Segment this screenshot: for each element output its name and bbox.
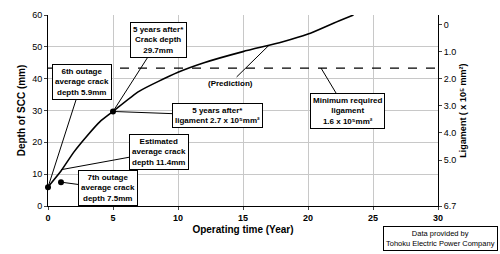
svg-text:40: 40 [32, 74, 42, 84]
svg-text:1.0: 1.0 [444, 47, 457, 57]
svg-text:10: 10 [173, 213, 183, 223]
svg-text:6th outageaverage crackdepth 5: 6th outageaverage crackdepth 5.9mm [55, 67, 109, 97]
svg-text:7th outageaverage crackdepth 7: 7th outageaverage crackdepth 7.5mm [81, 173, 135, 203]
svg-text:Data provided byTohoku Electri: Data provided byTohoku Electric Power Co… [386, 229, 495, 248]
svg-text:50: 50 [32, 42, 42, 52]
svg-text:30: 30 [433, 213, 443, 223]
svg-text:30: 30 [32, 106, 42, 116]
svg-text:2.0: 2.0 [444, 74, 457, 84]
svg-text:0: 0 [444, 20, 449, 30]
svg-text:5: 5 [110, 213, 115, 223]
svg-text:5 years after*Crack depth29.7m: 5 years after*Crack depth29.7mm [133, 25, 184, 55]
svg-text:3.0: 3.0 [444, 101, 457, 111]
svg-text:4.0: 4.0 [444, 128, 457, 138]
svg-text:6.7: 6.7 [444, 201, 457, 211]
svg-text:20: 20 [303, 213, 313, 223]
svg-text:Minimum requiredligament1.6 x: Minimum requiredligament1.6 x 10⁵mm² [313, 96, 382, 126]
svg-text:10: 10 [32, 169, 42, 179]
svg-text:Depth of SCC (mm): Depth of SCC (mm) [16, 65, 27, 157]
svg-text:Operating time (Year): Operating time (Year) [192, 224, 293, 235]
svg-text:20: 20 [32, 137, 42, 147]
svg-text:5.0: 5.0 [444, 155, 457, 165]
svg-text:60: 60 [32, 10, 42, 20]
svg-text:15: 15 [238, 213, 248, 223]
svg-text:0: 0 [37, 201, 42, 211]
svg-text:Estimatedaverage crackdepth 11: Estimatedaverage crackdepth 11.4mm [132, 137, 186, 167]
svg-text:Ligament ( x 10⁵ mm²): Ligament ( x 10⁵ mm²) [458, 63, 468, 157]
svg-text:25: 25 [368, 213, 378, 223]
svg-text:5 years after*ligament 2.7 x 1: 5 years after*ligament 2.7 x 10⁵mm² [175, 106, 260, 125]
svg-text:0: 0 [45, 213, 50, 223]
svg-text:(Prediction): (Prediction) [208, 79, 253, 88]
